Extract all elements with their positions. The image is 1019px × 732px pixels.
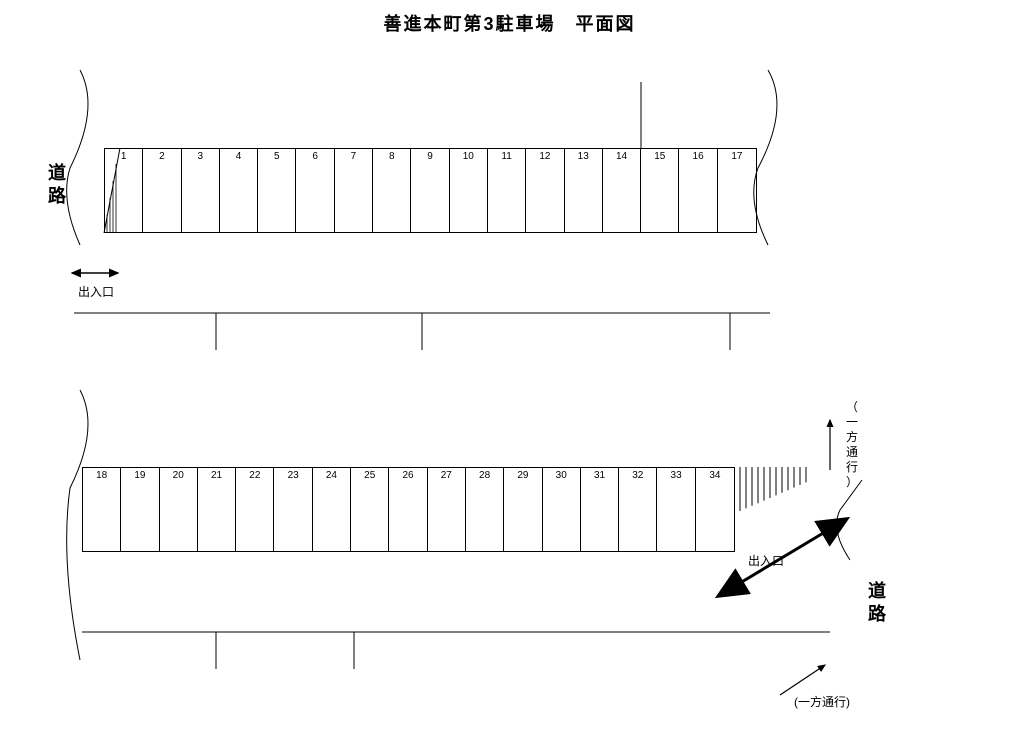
parking-slot: 12 [526,149,564,232]
parking-slot: 13 [565,149,603,232]
parking-slot: 10 [450,149,488,232]
parking-slot: 28 [466,468,504,551]
parking-slot: 8 [373,149,411,232]
parking-slot: 21 [198,468,236,551]
parking-slot: 16 [679,149,717,232]
parking-slot: 24 [313,468,351,551]
entrance-label-upper: 出入口 [78,283,114,300]
parking-slot: 23 [274,468,312,551]
parking-row-1: 1234567891011121314151617 [104,148,757,233]
parking-slot: 3 [182,149,220,232]
parking-slot: 33 [657,468,695,551]
parking-slot: 30 [543,468,581,551]
parking-slot: 5 [258,149,296,232]
parking-row-2: 1819202122232425262728293031323334 [82,467,735,552]
parking-slot: 20 [160,468,198,551]
parking-slot: 11 [488,149,526,232]
parking-slot: 14 [603,149,641,232]
parking-slot: 1 [105,149,143,232]
road-label-lower: 道路 [868,580,886,625]
entrance-label-lower: 出入口 [748,552,784,569]
page-title: 善進本町第3駐車場 平面図 [0,10,1019,36]
diagram-lines [0,0,1019,732]
parking-slot: 2 [143,149,181,232]
parking-slot: 32 [619,468,657,551]
oneway-label-bottom: (一方通行) [794,693,850,710]
parking-slot: 25 [351,468,389,551]
parking-slot: 15 [641,149,679,232]
parking-slot: 4 [220,149,258,232]
parking-slot: 31 [581,468,619,551]
parking-slot: 34 [696,468,734,551]
parking-slot: 26 [389,468,427,551]
parking-slot: 18 [83,468,121,551]
parking-slot: 19 [121,468,159,551]
parking-slot: 9 [411,149,449,232]
parking-plan-diagram: 善進本町第3駐車場 平面図 道路 道路 12345678910111213141… [0,0,1019,732]
parking-slot: 7 [335,149,373,232]
oneway-label-right: （一方通行） [846,400,858,490]
road-label-upper: 道路 [48,162,66,207]
parking-slot: 29 [504,468,542,551]
parking-slot: 27 [428,468,466,551]
parking-slot: 17 [718,149,756,232]
parking-slot: 22 [236,468,274,551]
parking-slot: 6 [296,149,334,232]
